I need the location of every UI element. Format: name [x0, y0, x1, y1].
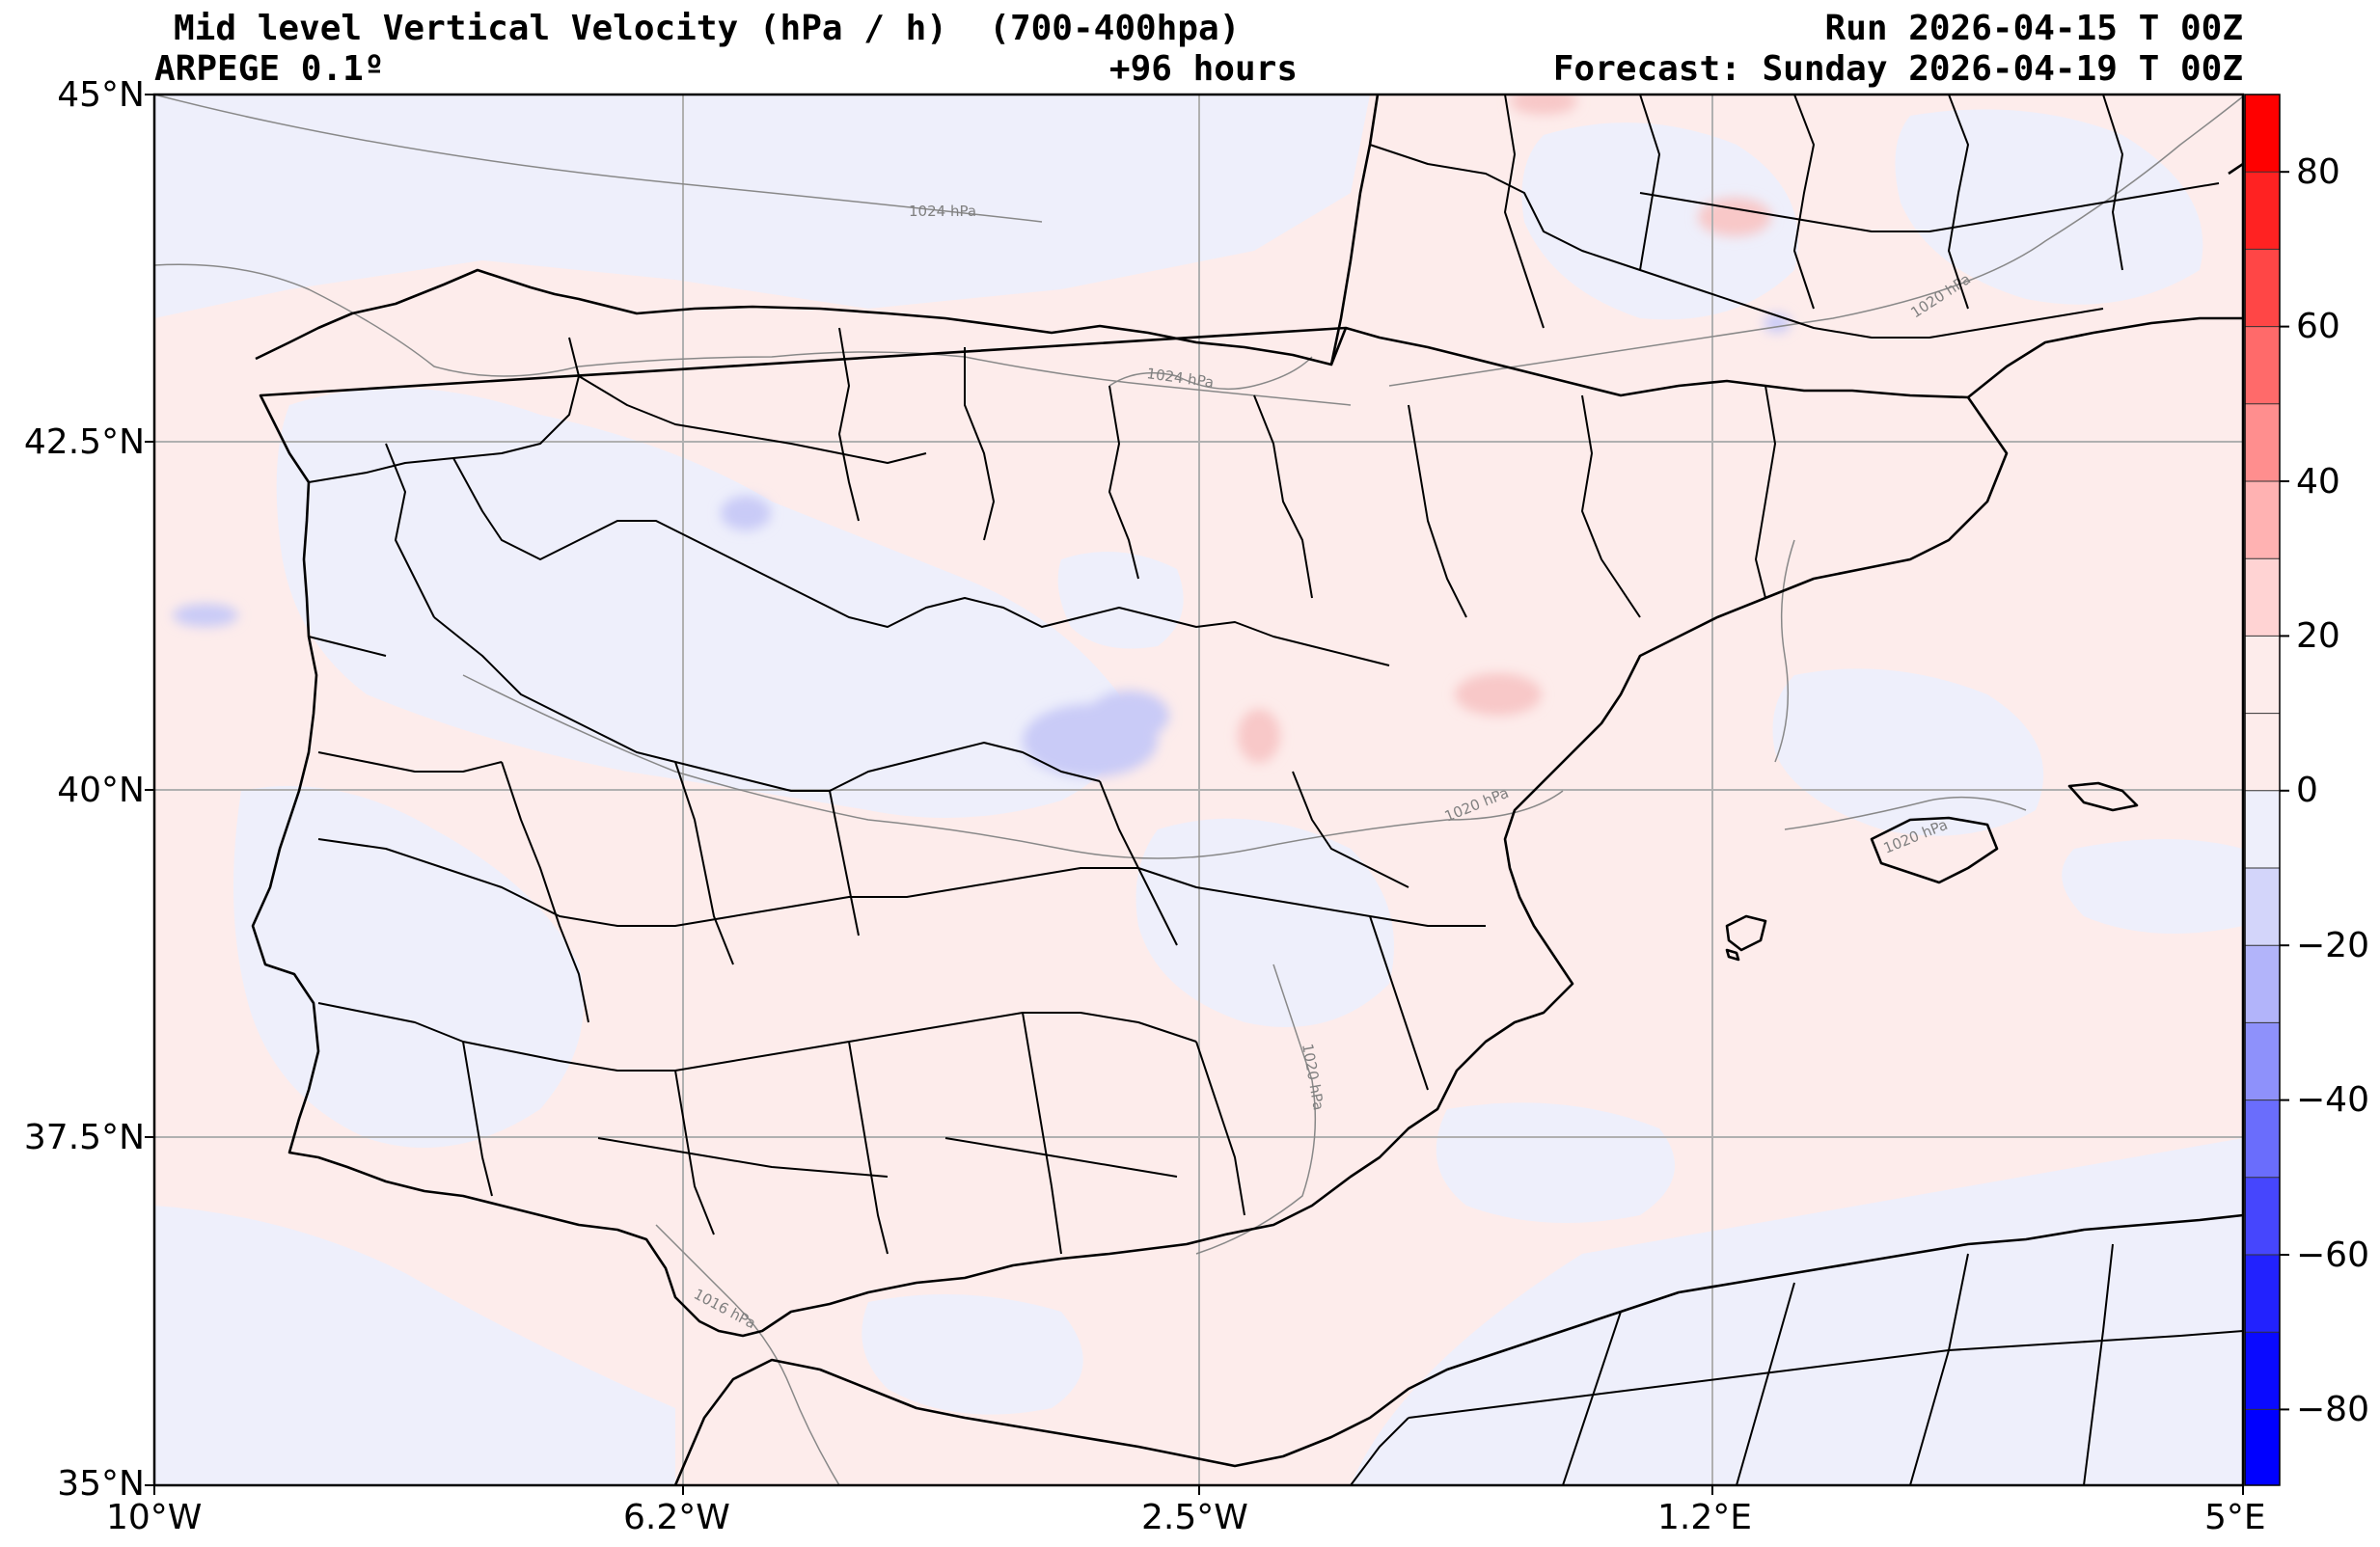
coastlines: [251, 95, 2243, 1485]
lon-tick-label: 5°E: [2204, 1498, 2266, 1537]
lat-tick-label: 35°N: [57, 1464, 145, 1504]
axis-tick-marks: [145, 94, 2244, 1495]
colorbar-dividers: [2245, 171, 2280, 1410]
lat-tick-label: 45°N: [57, 75, 145, 115]
colorbar-tick-label: 0: [2296, 771, 2318, 810]
colorbar-tick-label: −20: [2296, 926, 2369, 965]
forecast-label: Forecast: Sunday 2026-04-19 T 00Z: [1552, 49, 2243, 89]
colorbar-tick-label: −40: [2296, 1080, 2369, 1120]
colorbar-tick-label: −80: [2296, 1390, 2369, 1429]
lon-tick-label: 10°W: [106, 1498, 203, 1537]
colorbar-tick-label: 20: [2296, 616, 2340, 656]
graticule: [154, 95, 2243, 1485]
lead-time-label: +96 hours: [1108, 49, 1298, 89]
lon-tick-label: 2.5°W: [1141, 1498, 1248, 1537]
lat-tick-label: 37.5°N: [23, 1118, 145, 1157]
moderate-descent-spots: [173, 313, 1791, 777]
lon-tick-label: 1.2°E: [1657, 1498, 1752, 1537]
colorbar-tick-label: 80: [2296, 152, 2340, 192]
isobar-label: 1024 hPa: [909, 203, 976, 220]
colorbar-tick-label: −60: [2296, 1235, 2369, 1275]
administrative-borders: [308, 95, 2243, 1485]
colorbar-tick-label: 60: [2296, 307, 2340, 346]
lat-tick-label: 42.5°N: [23, 422, 145, 462]
colorbar: [2244, 94, 2289, 1486]
ascent-spots: [1238, 95, 1771, 763]
lat-tick-label: 40°N: [57, 771, 145, 810]
chart-title: Mid level Vertical Velocity (hPa / h) (7…: [174, 9, 1241, 48]
colorbar-tick-label: 40: [2296, 462, 2340, 502]
colorbar-ticks: [2280, 171, 2289, 1411]
lon-tick-label: 6.2°W: [623, 1498, 730, 1537]
model-label: ARPEGE 0.1º: [154, 49, 385, 89]
weak-descent-areas: [154, 95, 2243, 1485]
run-label: Run 2026-04-15 T 00Z: [1824, 9, 2243, 48]
